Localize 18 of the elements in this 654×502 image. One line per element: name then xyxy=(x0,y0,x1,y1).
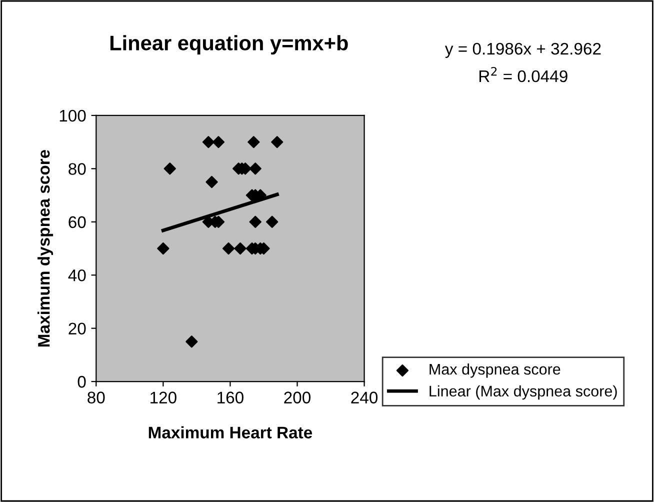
y-tick-label: 100 xyxy=(60,110,86,122)
x-tick-label: 200 xyxy=(284,392,310,404)
y-tick-label: 20 xyxy=(68,322,86,335)
y-tick-label: 0 xyxy=(78,376,86,388)
x-axis-title: Maximum Heart Rate xyxy=(148,426,312,438)
y-axis-title: Maximum dyspnea score xyxy=(38,150,54,346)
y-tick-label: 80 xyxy=(68,163,86,175)
y-tick-label: 60 xyxy=(68,216,86,228)
y-tick-label: 40 xyxy=(68,269,86,282)
x-tick-label: 160 xyxy=(218,392,244,404)
x-tick-label: 120 xyxy=(150,392,176,404)
text: R$^{2}$ = 0.0449 xyxy=(479,66,568,82)
x-tick-label: 80 xyxy=(88,392,105,404)
text: y = 0.1986x + 32.962 xyxy=(444,42,601,58)
legend-label: Max dyspnea score xyxy=(430,363,560,378)
x-tick-label: 240 xyxy=(351,392,378,404)
chart-title: Linear equation y=mx+b xyxy=(110,35,348,55)
legend-label: Linear (Max dyspnea score) xyxy=(430,385,617,400)
